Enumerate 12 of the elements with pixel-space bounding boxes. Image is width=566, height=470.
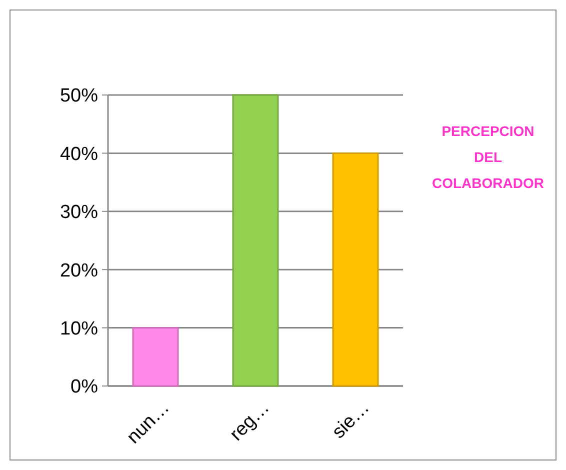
y-tick-label: 50% — [60, 86, 98, 107]
y-tick-label: 20% — [60, 260, 98, 282]
y-tick-label: 40% — [60, 144, 98, 165]
y-tick-label: 0% — [70, 376, 98, 398]
y-tick-label: 10% — [60, 318, 98, 340]
x-tick-label: reg… — [226, 397, 274, 446]
bar — [332, 152, 379, 387]
x-tick-label: sie… — [328, 397, 374, 443]
text: PERCEPCION DEL COLABORADOR — [432, 123, 544, 191]
y-tick-label: 30% — [60, 202, 98, 224]
bar — [232, 94, 279, 387]
bar — [132, 327, 179, 387]
